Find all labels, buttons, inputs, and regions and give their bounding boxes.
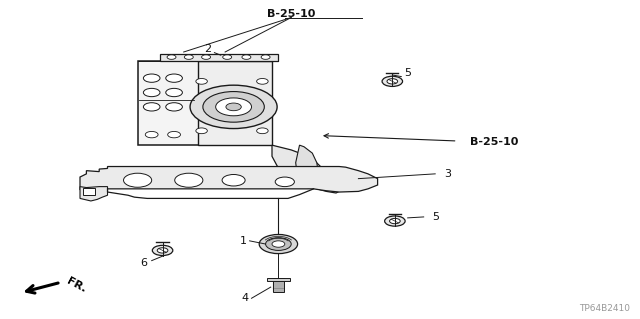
Text: B-25-10: B-25-10 [267, 9, 316, 19]
Circle shape [175, 173, 203, 187]
Text: 3: 3 [445, 169, 451, 179]
Circle shape [143, 74, 160, 82]
Bar [138, 61, 256, 145]
Polygon shape [80, 187, 108, 201]
Circle shape [184, 55, 193, 59]
Circle shape [152, 245, 173, 256]
Bar [273, 278, 284, 292]
Circle shape [124, 173, 152, 187]
Bar [83, 188, 95, 195]
Circle shape [223, 55, 232, 59]
Text: FR.: FR. [65, 276, 88, 294]
Circle shape [259, 234, 298, 254]
Circle shape [190, 85, 277, 129]
Circle shape [196, 128, 207, 134]
Polygon shape [296, 145, 319, 188]
Circle shape [222, 174, 245, 186]
Text: TP64B2410: TP64B2410 [579, 304, 630, 313]
Circle shape [203, 92, 264, 122]
Bar [267, 278, 290, 281]
Circle shape [257, 78, 268, 84]
Circle shape [143, 103, 160, 111]
Circle shape [143, 88, 160, 97]
Circle shape [157, 248, 168, 253]
Circle shape [196, 78, 207, 84]
Text: 5: 5 [404, 68, 411, 78]
Text: 5: 5 [432, 212, 438, 222]
Circle shape [166, 88, 182, 97]
Circle shape [168, 131, 180, 138]
Polygon shape [272, 145, 339, 193]
Circle shape [167, 55, 176, 59]
Circle shape [202, 55, 211, 59]
Circle shape [257, 128, 268, 134]
Circle shape [266, 238, 291, 250]
Circle shape [385, 216, 405, 226]
Circle shape [226, 103, 241, 111]
Circle shape [272, 241, 285, 247]
Circle shape [261, 55, 270, 59]
Circle shape [166, 74, 182, 82]
Circle shape [216, 98, 252, 116]
Circle shape [382, 76, 403, 86]
Circle shape [390, 219, 400, 224]
Text: 2: 2 [204, 44, 212, 55]
Circle shape [242, 55, 251, 59]
Text: 1: 1 [239, 236, 246, 246]
Bar [160, 54, 278, 61]
Circle shape [166, 103, 182, 111]
Polygon shape [80, 167, 378, 192]
Circle shape [387, 79, 397, 84]
Circle shape [145, 131, 158, 138]
Text: 6: 6 [141, 258, 147, 268]
Text: B-25-10: B-25-10 [470, 137, 519, 147]
Circle shape [275, 177, 294, 187]
Text: 4: 4 [241, 293, 248, 303]
Bar [198, 61, 272, 145]
